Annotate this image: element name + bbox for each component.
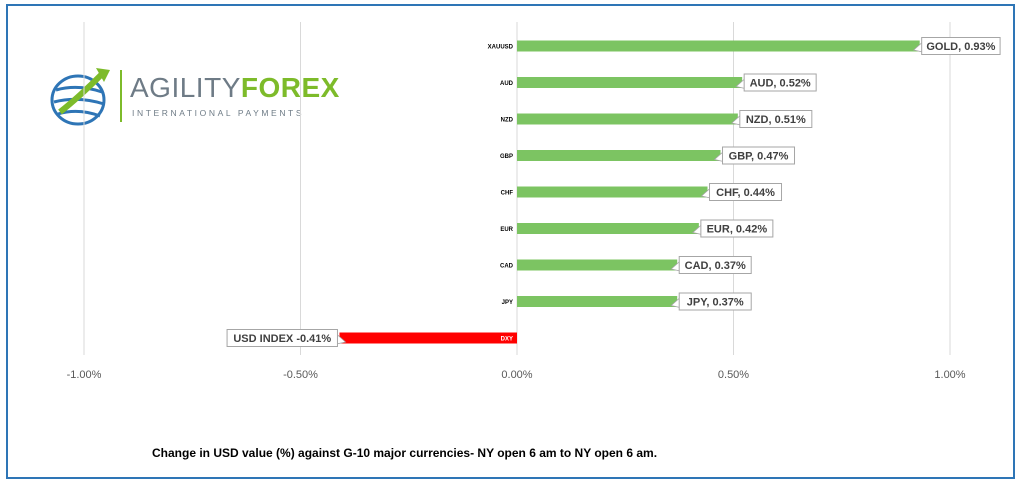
logo-tagline: INTERNATIONAL PAYMENTS bbox=[132, 108, 305, 118]
data-label: USD INDEX -0.41% bbox=[233, 333, 331, 345]
category-label: CAD bbox=[500, 264, 514, 270]
bar-nzd bbox=[517, 113, 738, 125]
x-tick-label: 0.00% bbox=[501, 369, 532, 381]
category-label: EUR bbox=[500, 227, 513, 233]
bar-chf bbox=[517, 186, 708, 198]
data-label: CHF, 0.44% bbox=[716, 187, 775, 199]
x-tick-label: 0.50% bbox=[718, 369, 749, 381]
bar-gbp bbox=[517, 150, 721, 161]
logo-divider bbox=[120, 70, 122, 122]
bar-xauusd bbox=[517, 40, 920, 52]
logo-word-forex: FOREX bbox=[240, 72, 340, 103]
bar-cad bbox=[517, 259, 678, 271]
category-label: JPY bbox=[502, 300, 513, 306]
x-tick-label: -0.50% bbox=[283, 369, 318, 381]
category-label: GBP bbox=[500, 154, 513, 160]
data-label-box bbox=[739, 110, 813, 128]
chart-frame bbox=[6, 4, 1015, 479]
data-label-box bbox=[678, 292, 752, 311]
logo-name: AGILITYFOREX bbox=[130, 72, 340, 104]
logo-word-agility: AGILITY bbox=[130, 72, 241, 103]
data-label-box bbox=[709, 183, 783, 201]
data-label-box bbox=[743, 73, 817, 92]
category-label: CHF bbox=[501, 191, 514, 197]
data-label: GBP, 0.47% bbox=[729, 151, 789, 163]
x-tick-label: 1.00% bbox=[934, 369, 965, 381]
bar-aud bbox=[517, 77, 743, 88]
x-tick-label: -1.00% bbox=[67, 369, 102, 381]
bar-dxy bbox=[339, 332, 517, 344]
data-label: GOLD, 0.93% bbox=[926, 41, 995, 53]
data-label-box bbox=[226, 329, 338, 347]
bar-eur bbox=[517, 223, 699, 234]
data-label-box bbox=[700, 219, 774, 238]
data-label: NZD, 0.51% bbox=[746, 114, 806, 126]
data-label-box bbox=[722, 146, 796, 165]
chart-caption: Change in USD value (%) against G-10 maj… bbox=[152, 446, 658, 460]
category-label: DXY bbox=[501, 337, 513, 343]
data-label: EUR, 0.42% bbox=[707, 224, 768, 236]
category-label: XAUUSD bbox=[488, 45, 514, 51]
data-label-box bbox=[678, 256, 752, 274]
data-label: JPY, 0.37% bbox=[687, 297, 744, 309]
category-label: AUD bbox=[500, 81, 514, 87]
globe-arrow-icon bbox=[50, 68, 110, 126]
data-label: CAD, 0.37% bbox=[685, 260, 746, 272]
category-label: NZD bbox=[501, 118, 514, 124]
company-logo: AGILITYFOREX INTERNATIONAL PAYMENTS bbox=[48, 62, 339, 132]
data-label-box bbox=[921, 37, 1001, 55]
data-label: AUD, 0.52% bbox=[750, 78, 811, 90]
bar-jpy bbox=[517, 296, 678, 307]
